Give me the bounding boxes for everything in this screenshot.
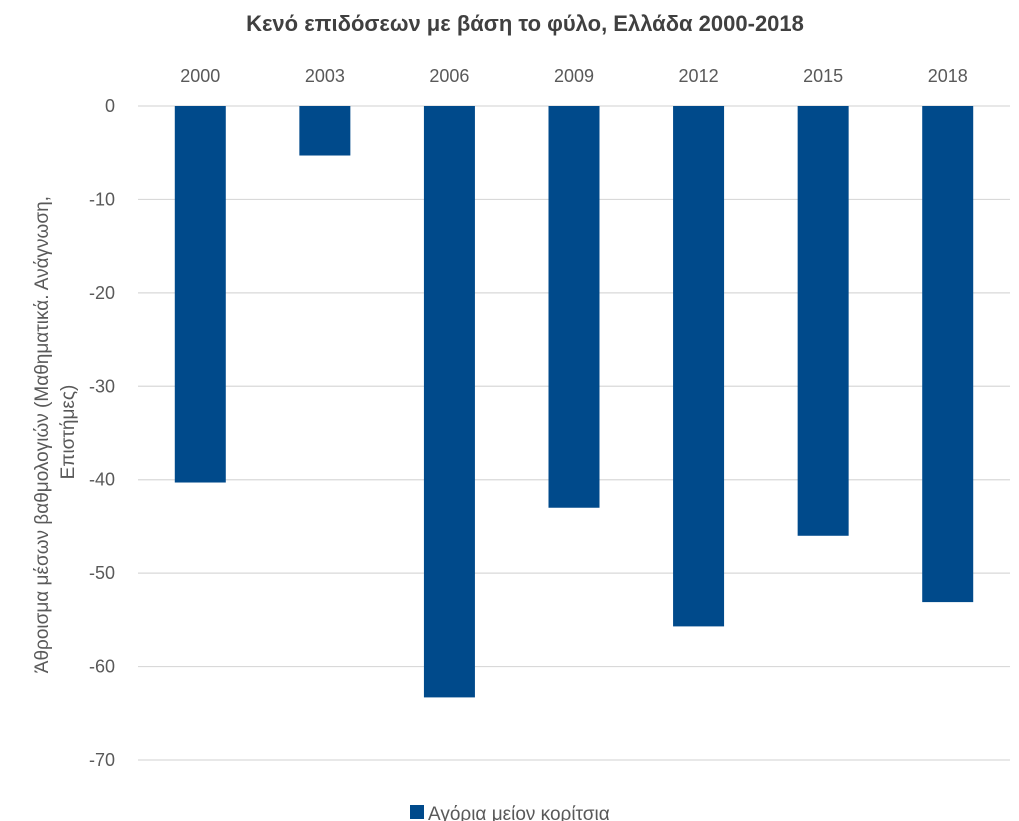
bar: [548, 106, 600, 508]
x-tick-label: 2012: [679, 66, 719, 86]
y-tick-label: 0: [105, 96, 115, 116]
y-tick-label: -70: [89, 750, 115, 770]
x-tick-label: 2009: [554, 66, 594, 86]
y-tick-label: -50: [89, 563, 115, 583]
bars: [174, 106, 974, 698]
bar: [797, 106, 849, 536]
y-axis-label: Άθροισμα μέσων βαθμολογιών (Μαθηματικά. …: [32, 191, 79, 673]
legend: Αγόρια μείον κορίτσια: [410, 804, 610, 821]
y-axis-ticks: 0 -10 -20 -30 -40 -50 -60 -70: [89, 96, 115, 770]
bar: [922, 106, 974, 603]
y-tick-label: -30: [89, 376, 115, 396]
chart-title: Κενό επιδόσεων με βάση το φύλο, Ελλάδα 2…: [246, 11, 804, 36]
bar: [174, 106, 226, 483]
x-tick-label: 2015: [803, 66, 843, 86]
y-axis-label-line-2: Επιστήμες): [58, 385, 79, 480]
x-tick-label: 2003: [305, 66, 345, 86]
legend-swatch: [410, 805, 424, 819]
bar: [673, 106, 725, 627]
bar: [299, 106, 351, 156]
legend-label: Αγόρια μείον κορίτσια: [428, 804, 610, 821]
x-tick-label: 2018: [928, 66, 968, 86]
y-tick-label: -60: [89, 657, 115, 677]
y-tick-label: -40: [89, 470, 115, 490]
y-tick-label: -20: [89, 283, 115, 303]
x-tick-label: 2000: [180, 66, 220, 86]
x-axis-ticks: 2000 2003 2006 2009 2012 2015 2018: [180, 66, 967, 86]
y-tick-label: -10: [89, 189, 115, 209]
bar: [423, 106, 475, 698]
x-tick-label: 2006: [429, 66, 469, 86]
y-axis-label-line-1: Άθροισμα μέσων βαθμολογιών (Μαθηματικά. …: [32, 196, 53, 673]
